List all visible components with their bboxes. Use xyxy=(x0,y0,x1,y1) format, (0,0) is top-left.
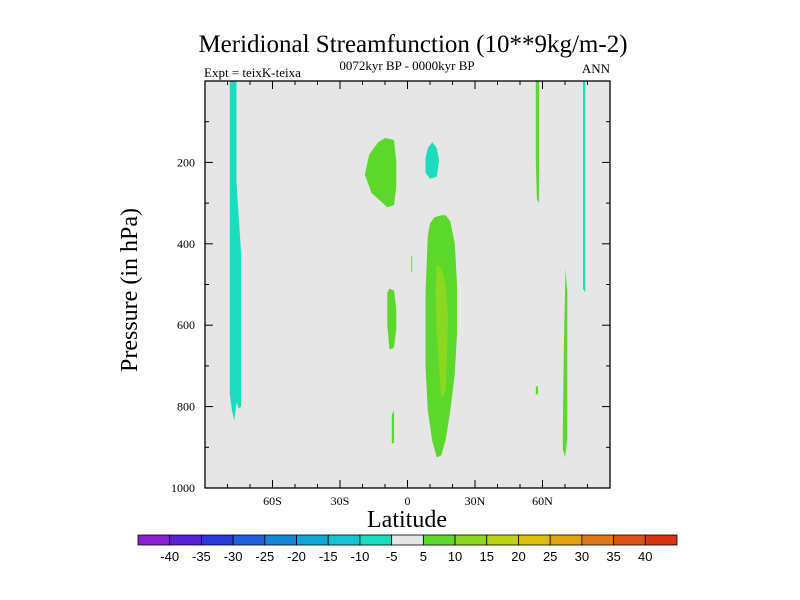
colorbar-box xyxy=(391,534,424,546)
y-tick-label: 800 xyxy=(177,400,195,414)
colorbar-box xyxy=(327,534,361,546)
region-positive-column-70N xyxy=(562,268,568,458)
y-tick-label: 1000 xyxy=(171,481,195,495)
colorbar-label: -5 xyxy=(386,549,398,564)
colorbar-box xyxy=(644,534,678,546)
colorbar-label: 40 xyxy=(638,549,652,564)
chart-title: Meridional Streamfunction (10**9kg/m-2) xyxy=(198,31,627,58)
y-tick-label: 200 xyxy=(177,155,195,169)
colorbar-label: 15 xyxy=(480,549,494,564)
region-positive-dot-58N xyxy=(535,386,538,395)
colorbar-label: -40 xyxy=(160,549,179,564)
chart-subtitle-left: Expt = teixK-teixa xyxy=(204,65,301,80)
colorbar-box xyxy=(518,534,551,546)
x-tick-label: 30S xyxy=(331,494,350,508)
x-tick-label: 30N xyxy=(465,494,486,508)
colorbar-box xyxy=(486,534,519,546)
colorbar-label: 10 xyxy=(448,549,462,564)
colorbar-label: 35 xyxy=(606,549,620,564)
y-tick-label: 400 xyxy=(177,237,195,251)
colorbar-label: -30 xyxy=(224,549,243,564)
chart-subtitle-right: ANN xyxy=(582,61,611,76)
colorbar xyxy=(137,534,678,546)
region-positive-lower-7S xyxy=(391,410,394,444)
region-positive-upper-15S xyxy=(364,138,397,208)
region-positive-sliver-58N xyxy=(535,81,540,204)
colorbar-box xyxy=(359,534,393,546)
colorbar-label: -35 xyxy=(192,549,211,564)
region-positive-dot-2N xyxy=(411,256,413,273)
colorbar-label: -15 xyxy=(319,549,338,564)
colorbar-label: -10 xyxy=(351,549,370,564)
region-negative-upper-10N xyxy=(425,142,439,179)
region-positive-core-15N xyxy=(435,264,448,399)
colorbar-label: 5 xyxy=(420,549,427,564)
colorbar-box xyxy=(201,534,234,546)
colorbar-label: 25 xyxy=(543,549,557,564)
y-axis-ticks: 200 400 600 800 1000 xyxy=(171,121,610,495)
region-negative-sliver-78N xyxy=(583,81,586,293)
plot-area xyxy=(205,81,610,488)
x-axis-label: Latitude xyxy=(367,507,447,533)
colorbar-labels: -40 -35 -30 -25 -20 -15 -10 -5 5 10 15 20 25 30 35 40 xyxy=(160,549,652,564)
colorbar-box xyxy=(264,534,297,546)
colorbar-label: -20 xyxy=(287,549,306,564)
colorbar-box xyxy=(581,534,614,546)
y-axis-label: Pressure (in hPa) xyxy=(117,208,143,372)
plot-background xyxy=(205,81,610,488)
region-negative-column-70S xyxy=(229,81,241,421)
region-positive-blob-8S xyxy=(387,288,397,350)
x-tick-label: 60N xyxy=(532,494,553,508)
x-tick-label: 60S xyxy=(263,494,282,508)
x-tick-label: 0 xyxy=(405,494,411,508)
colorbar-label: 20 xyxy=(511,549,525,564)
colorbar-box xyxy=(422,534,456,546)
colorbar-box xyxy=(549,534,583,546)
colorbar-box xyxy=(137,534,171,546)
x-axis-ticks: 60S 30S 0 30N 60N xyxy=(204,81,611,508)
colorbar-label: -25 xyxy=(255,549,274,564)
colorbar-label: 30 xyxy=(575,549,589,564)
colorbar-box xyxy=(232,534,266,546)
colorbar-box xyxy=(296,534,329,546)
colorbar-box xyxy=(454,534,488,546)
colorbar-box xyxy=(169,534,202,546)
contour-regions xyxy=(229,81,586,458)
colorbar-box xyxy=(613,534,646,546)
y-tick-label: 600 xyxy=(177,318,195,332)
chart-subtitle-center: 0072kyr BP - 0000kyr BP xyxy=(339,58,474,73)
